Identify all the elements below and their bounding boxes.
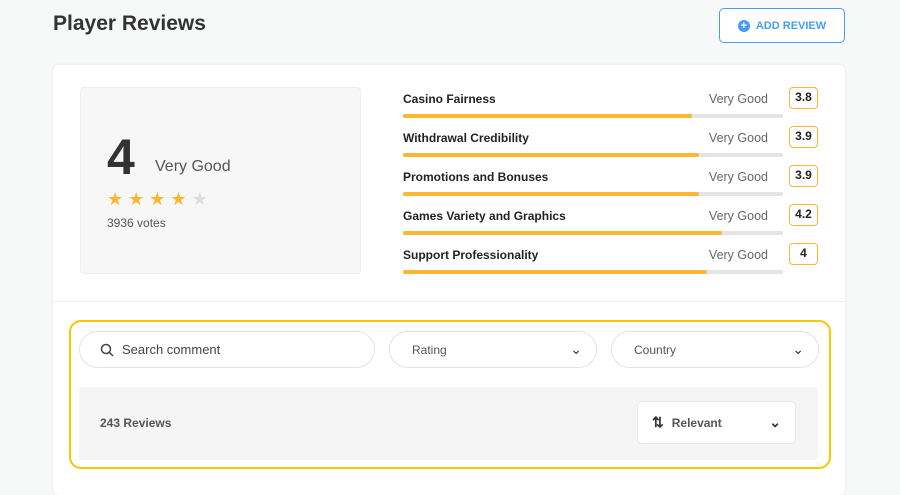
category-bar xyxy=(403,153,783,157)
sort-icon: ⇅ xyxy=(652,414,664,430)
category-label: Very Good xyxy=(708,170,768,184)
category-label: Very Good xyxy=(708,209,768,223)
category-score: 3.9 xyxy=(789,165,818,187)
category-bar-fill xyxy=(403,114,692,118)
category-bar-fill xyxy=(403,231,723,235)
divider xyxy=(53,301,845,302)
category-row: Casino Fairness Very Good 3.8 xyxy=(403,87,818,126)
star-icon: ★ xyxy=(170,189,187,209)
overall-score: 4 xyxy=(107,129,135,185)
star-icon: ★ xyxy=(128,189,145,209)
category-name: Casino Fairness xyxy=(403,92,496,106)
plus-circle-icon: + xyxy=(737,19,750,32)
category-bar-fill xyxy=(403,153,700,157)
category-bar xyxy=(403,114,783,118)
category-bar xyxy=(403,270,783,274)
category-score: 4 xyxy=(789,243,818,265)
star-icon: ★ xyxy=(149,189,166,209)
category-bar-fill xyxy=(403,192,700,196)
results-bar: 243 Reviews ⇅ Relevant ⌄ xyxy=(79,387,818,460)
category-row: Promotions and Bonuses Very Good 3.9 xyxy=(403,165,818,204)
add-review-label: ADD REVIEW xyxy=(755,19,827,32)
category-name: Withdrawal Credibility xyxy=(403,131,529,145)
category-row: Games Variety and Graphics Very Good 4.2 xyxy=(403,204,818,243)
sort-label: Relevant xyxy=(671,415,722,430)
chevron-down-icon: ⌄ xyxy=(792,341,804,357)
star-icon: ★ xyxy=(191,189,208,209)
search-input[interactable]: Search comment xyxy=(79,331,375,368)
category-name: Games Variety and Graphics xyxy=(403,209,566,223)
votes-count: 3936 votes xyxy=(107,216,166,230)
rating-select-label: Rating xyxy=(412,342,447,357)
category-bar-fill xyxy=(403,270,707,274)
category-score: 4.2 xyxy=(789,204,818,226)
category-bar xyxy=(403,192,783,196)
filter-panel: Search comment Rating ⌄ Country ⌄ 243 Re… xyxy=(69,320,831,469)
category-bar xyxy=(403,231,783,235)
rating-select[interactable]: Rating ⌄ xyxy=(389,331,597,368)
search-icon xyxy=(100,343,114,357)
rating-summary: 4 Very Good ★ ★ ★ ★ ★ 3936 votes xyxy=(80,87,361,274)
category-row: Support Professionality Very Good 4 xyxy=(403,243,818,282)
star-icon: ★ xyxy=(107,189,124,209)
search-placeholder: Search comment xyxy=(122,342,221,357)
category-name: Promotions and Bonuses xyxy=(403,170,549,184)
overall-label: Very Good xyxy=(155,158,231,175)
sort-select[interactable]: ⇅ Relevant ⌄ xyxy=(637,401,796,444)
category-ratings: Casino Fairness Very Good 3.8 Withdrawal… xyxy=(403,87,818,282)
reviews-count: 243 Reviews xyxy=(100,416,172,430)
category-score: 3.8 xyxy=(789,87,818,109)
country-select-label: Country xyxy=(634,342,677,357)
category-label: Very Good xyxy=(708,131,768,145)
page-title: Player Reviews xyxy=(53,12,206,35)
star-rating: ★ ★ ★ ★ ★ xyxy=(107,189,208,210)
chevron-down-icon: ⌄ xyxy=(769,414,781,430)
category-label: Very Good xyxy=(708,92,768,106)
category-score: 3.9 xyxy=(789,126,818,148)
add-review-button[interactable]: + ADD REVIEW xyxy=(719,8,845,43)
category-row: Withdrawal Credibility Very Good 3.9 xyxy=(403,126,818,165)
chevron-down-icon: ⌄ xyxy=(570,341,582,357)
category-name: Support Professionality xyxy=(403,248,539,262)
category-label: Very Good xyxy=(708,248,768,262)
country-select[interactable]: Country ⌄ xyxy=(611,331,819,368)
reviews-card: 4 Very Good ★ ★ ★ ★ ★ 3936 votes Casino Fair… xyxy=(53,65,845,495)
